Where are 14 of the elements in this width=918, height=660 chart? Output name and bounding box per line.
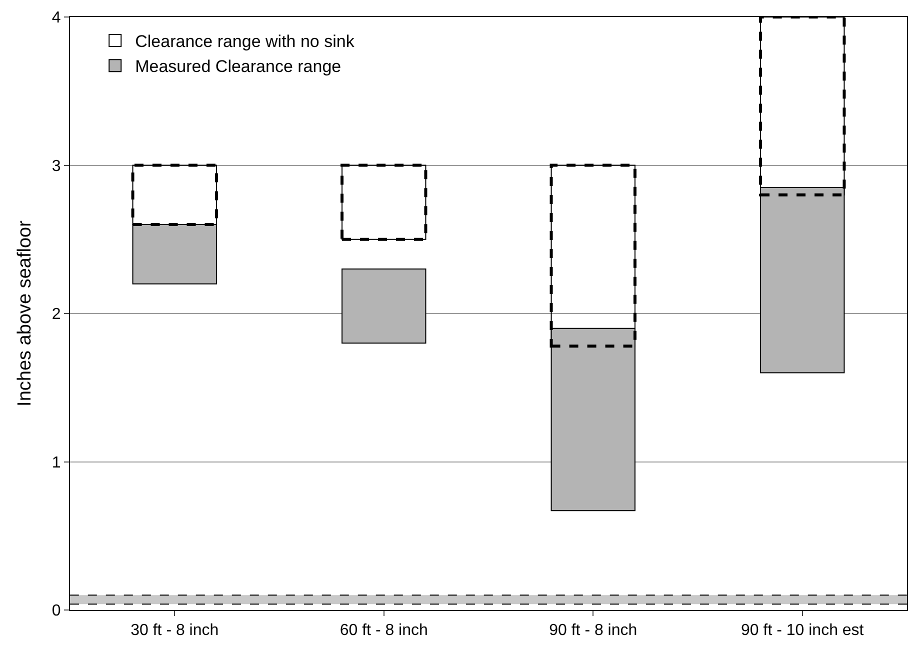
bar: [340, 164, 428, 241]
x-tick-label: 90 ft - 8 inch: [549, 622, 638, 640]
y-tick-label: 3: [52, 158, 61, 175]
y-tick-label: 2: [52, 306, 61, 324]
legend-label: Measured Clearance range: [135, 57, 342, 76]
y-tick-label: 0: [52, 602, 61, 620]
x-tick-label: 30 ft - 8 inch: [130, 622, 219, 640]
x-tick-label: 90 ft - 10 inch est: [741, 622, 864, 640]
x-tick-label: 60 ft - 8 inch: [340, 622, 428, 640]
y-tick-label: 4: [52, 10, 61, 27]
bar: [342, 268, 426, 344]
legend-label: Clearance range with no sink: [135, 32, 355, 52]
y-axis-title: Inches above seafloor: [14, 220, 36, 406]
y-tick-label: 1: [52, 454, 61, 472]
